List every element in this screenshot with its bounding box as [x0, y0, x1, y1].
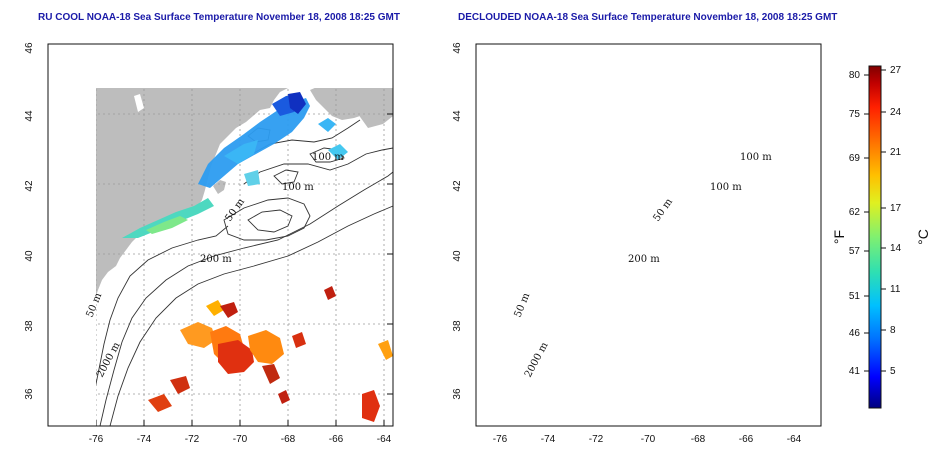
- lat-tick-label: 38: [24, 320, 35, 332]
- fahrenheit-unit-label: °F: [831, 230, 847, 244]
- celsius-tick: 21: [890, 147, 902, 158]
- fahrenheit-tick: 69: [849, 153, 861, 164]
- contour-label: 100 m: [282, 182, 314, 193]
- lat-tick-label: 46: [24, 42, 35, 54]
- lat-tick-label: 40: [24, 250, 35, 262]
- left-map-panel: [96, 88, 394, 427]
- fahrenheit-tick: 57: [849, 246, 861, 257]
- sst-data-layer: [122, 92, 393, 422]
- celsius-tick: 24: [890, 107, 902, 118]
- declouded-sst-layer: [576, 94, 821, 422]
- contour-label: 200 m: [628, 254, 660, 265]
- lat-tick-label: 38: [452, 320, 463, 332]
- lon-tick-label: -72: [185, 434, 200, 445]
- lon-tick-label: -70: [641, 434, 656, 445]
- lat-tick-label: 36: [452, 388, 463, 400]
- lon-tick-label: -76: [89, 434, 104, 445]
- lon-tick-label: -74: [137, 434, 152, 445]
- lon-tick-label: -64: [377, 434, 392, 445]
- celsius-tick: 17: [890, 203, 902, 214]
- lat-tick-label: 42: [452, 180, 463, 192]
- lat-tick-label: 46: [452, 42, 463, 54]
- contour-label: 2000 m: [523, 340, 551, 379]
- right-contour-labels: 100 m 100 m 50 m 200 m 50 m 2000 m: [513, 152, 773, 379]
- lat-tick-label: 42: [24, 180, 35, 192]
- fahrenheit-tick: 80: [849, 70, 861, 81]
- gulf-stream-warm-patches: [148, 286, 393, 422]
- fahrenheit-tick: 41: [849, 366, 861, 377]
- lon-tick-label: -72: [589, 434, 604, 445]
- fahrenheit-tick: 46: [849, 328, 861, 339]
- fahrenheit-ticks: 80 75 69 62 57 51 46 41: [849, 70, 861, 377]
- temperature-colorbar: 80 75 69 62 57 51 46 41 27 24 21 17 14 1…: [831, 65, 931, 409]
- fahrenheit-tick: 75: [849, 109, 861, 120]
- contour-label: 50 m: [651, 196, 675, 224]
- fahrenheit-tick: 62: [849, 207, 861, 218]
- left-panel-title: RU COOL NOAA-18 Sea Surface Temperature …: [38, 12, 400, 23]
- left-lat-axis: 46 44 42 40 38 36: [24, 42, 35, 400]
- celsius-tick: 5: [890, 366, 896, 377]
- contour-label: 100 m: [312, 152, 344, 163]
- contour-label: 200 m: [200, 254, 232, 265]
- celsius-tick: 14: [890, 243, 902, 254]
- lon-tick-label: -70: [233, 434, 248, 445]
- right-map-frame: [475, 43, 822, 427]
- lat-tick-label: 44: [24, 110, 35, 122]
- contour-label: 100 m: [710, 182, 742, 193]
- celsius-unit-label: °C: [915, 229, 931, 245]
- contour-label: 100 m: [740, 152, 772, 163]
- lon-tick-label: -68: [691, 434, 706, 445]
- lon-tick-label: -76: [493, 434, 508, 445]
- right-lon-axis: -76 -74 -72 -70 -68 -66 -64: [493, 434, 802, 445]
- colorbar-gradient: [868, 65, 882, 409]
- celsius-ticks: 27 24 21 17 14 11 8 5: [890, 65, 902, 377]
- lat-tick-label: 36: [24, 388, 35, 400]
- lon-tick-label: -68: [281, 434, 296, 445]
- fahrenheit-tick: 51: [849, 291, 861, 302]
- lat-tick-label: 40: [452, 250, 463, 262]
- left-lon-axis: -76 -74 -72 -70 -68 -66 -64: [89, 434, 392, 445]
- right-lat-axis: 46 44 42 40 38 36: [452, 42, 463, 400]
- left-map-frame: [47, 43, 394, 427]
- lat-tick-label: 44: [452, 110, 463, 122]
- lon-tick-label: -74: [541, 434, 556, 445]
- contour-label: 50 m: [513, 291, 533, 319]
- celsius-tick: 27: [890, 65, 902, 76]
- lon-tick-label: -64: [787, 434, 802, 445]
- celsius-tick: 11: [890, 284, 901, 295]
- celsius-tick: 8: [890, 325, 896, 336]
- lon-tick-label: -66: [739, 434, 754, 445]
- right-panel-title: DECLOUDED NOAA-18 Sea Surface Temperatur…: [458, 12, 838, 23]
- lon-tick-label: -66: [329, 434, 344, 445]
